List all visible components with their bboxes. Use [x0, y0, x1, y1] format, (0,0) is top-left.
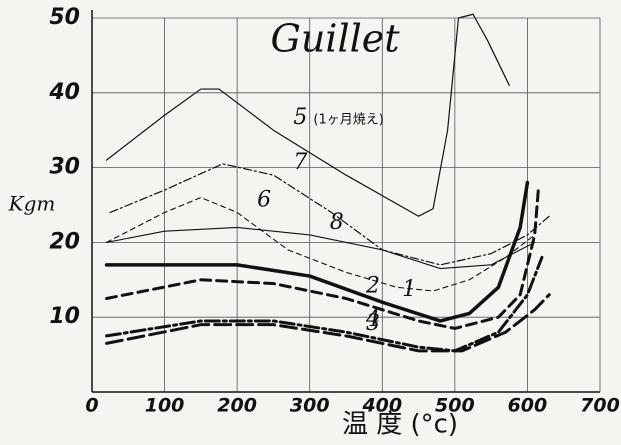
x-axis-label: 温 度 (°c)	[342, 410, 458, 440]
x-tick-label: 700	[580, 395, 620, 417]
chart-title: Guillet	[270, 17, 400, 61]
y-tick-label: 50	[49, 5, 80, 30]
series-label: 2	[365, 274, 380, 299]
x-tick-label: 300	[290, 395, 330, 417]
series-label: 8	[330, 210, 344, 235]
series-line	[105, 293, 551, 353]
series-line	[105, 255, 544, 353]
x-tick-label: 600	[508, 395, 548, 417]
series-line	[105, 188, 540, 330]
series-label: 6	[257, 187, 271, 212]
series-label: 7	[293, 150, 307, 175]
series-label: 1	[402, 277, 416, 302]
series-label: 3	[366, 311, 380, 336]
y-tick-label: 10	[49, 304, 80, 329]
series-line	[109, 163, 550, 266]
x-tick-label: 0	[85, 395, 98, 417]
series-line	[104, 180, 530, 323]
annotation: (1ヶ月焼え)	[313, 113, 383, 128]
y-axis-label: Kgm	[8, 192, 56, 216]
x-tick-label: 200	[217, 395, 257, 417]
x-tick-label: 400	[361, 395, 402, 417]
y-tick-label: 40	[48, 80, 80, 105]
y-tick-label: 30	[49, 155, 80, 180]
series-label: 5	[293, 105, 307, 130]
y-tick-label: 20	[49, 229, 80, 254]
series-label: 4	[365, 307, 380, 332]
series-line	[105, 226, 536, 270]
x-tick-label: 500	[435, 395, 475, 417]
series-line	[105, 13, 510, 217]
series-line	[105, 196, 536, 292]
x-tick-label: 100	[145, 395, 185, 417]
